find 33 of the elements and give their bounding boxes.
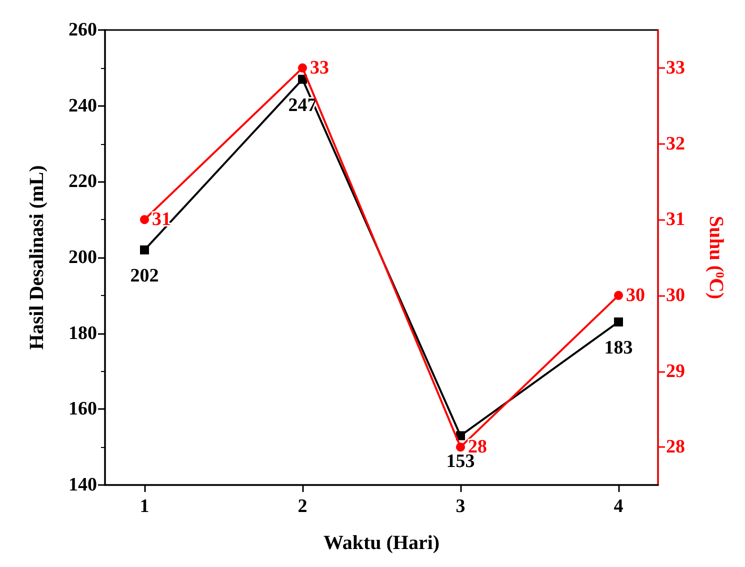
data-label: 31 [152,209,171,230]
point [614,290,623,300]
point [456,431,465,440]
y2-tick-label: 28 [666,436,685,458]
y-tick-label: 160 [68,398,97,420]
y2-tick-label: 30 [666,284,685,306]
y-tick-label: 200 [68,247,97,268]
x-tick-label: 2 [298,496,308,517]
y2-tick-label: 31 [666,209,685,230]
y2-tick-label: 29 [666,360,685,382]
y-tick-label: 140 [68,474,97,496]
y2-axis-title: Suhu (0C) [705,216,727,300]
y-tick-label: 240 [68,95,97,116]
data-label: 183 [604,337,633,358]
y-tick-label: 220 [68,171,97,192]
y2-tick-label: 32 [666,133,685,154]
point [456,442,465,452]
point [140,245,149,254]
y-tick-label: 180 [68,322,97,344]
data-label: 202 [130,265,159,286]
point [298,63,307,72]
data-label: 30 [626,284,645,306]
y-axis-title: Hasil Desalinasi (mL) [26,165,48,350]
point [140,215,149,224]
x-tick-label: 3 [456,496,466,517]
point [614,317,623,326]
y2-tick-label: 33 [666,57,685,78]
x-tick-label: 4 [614,496,624,517]
y-tick-label: 260 [68,20,97,40]
data-label: 33 [310,57,329,78]
x-axis-title: Waktu (Hari) [323,532,440,554]
point [298,74,307,84]
x-tick-label: 1 [140,496,150,517]
